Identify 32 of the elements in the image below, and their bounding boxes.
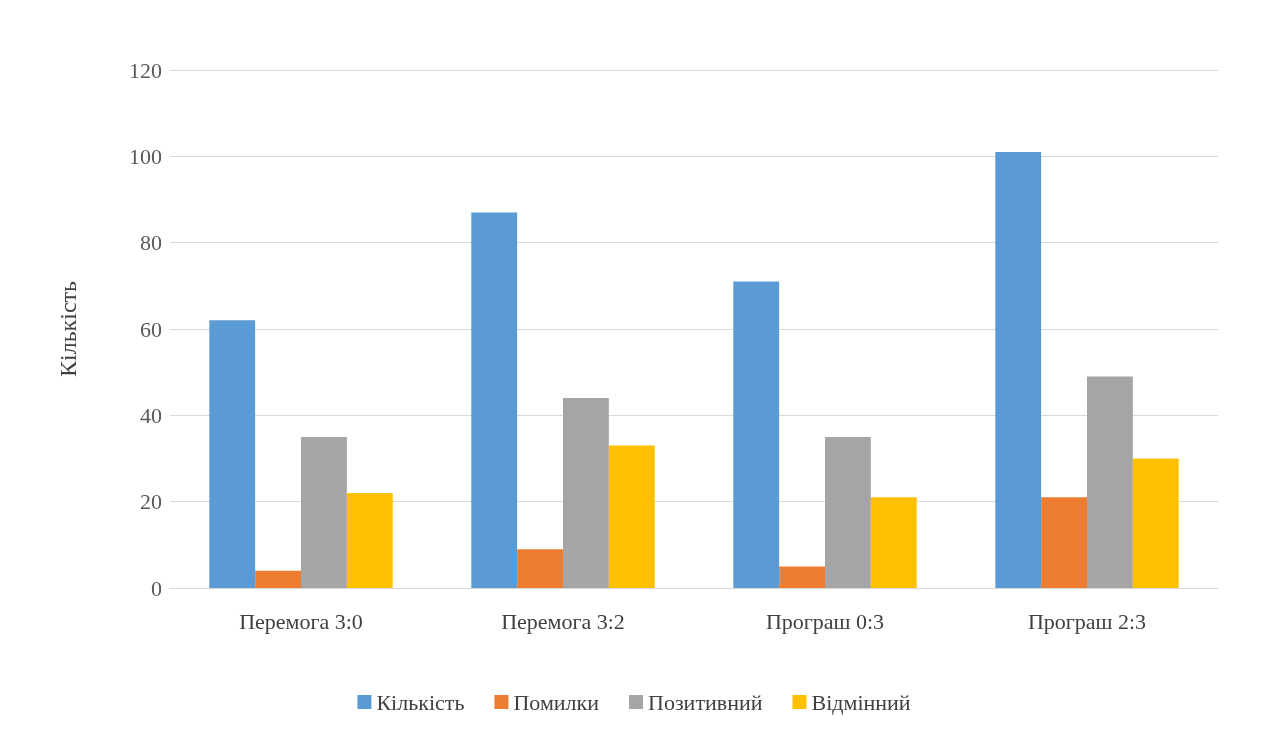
x-tick-label: Перемога 3:0 [239, 608, 363, 634]
bar [870, 497, 917, 588]
legend-label: Кількість [376, 689, 465, 715]
y-tick-label: 40 [140, 402, 162, 428]
bar [563, 398, 609, 588]
bar [255, 570, 301, 588]
y-tick-label: 20 [140, 489, 162, 515]
bar [517, 549, 563, 588]
bar [1087, 376, 1133, 588]
bar [209, 320, 256, 588]
y-tick-label: 80 [140, 230, 162, 256]
bar [608, 445, 655, 588]
legend-label: Помилки [513, 689, 600, 715]
bar [995, 152, 1042, 588]
y-tick-label: 100 [129, 143, 162, 169]
bar [825, 436, 871, 588]
y-tick-label: 120 [129, 57, 162, 83]
x-tick-label: Програш 2:3 [1027, 608, 1147, 634]
bar [779, 566, 825, 588]
legend-label: Відмінний [811, 689, 911, 715]
bar [301, 436, 347, 588]
y-axis-title: Кількість [55, 280, 81, 378]
y-tick-label: 0 [151, 575, 162, 601]
bar [1041, 497, 1087, 588]
bar [346, 493, 393, 588]
x-tick-label: Перемога 3:2 [501, 608, 625, 634]
x-tick-label: Програш 0:3 [765, 608, 885, 634]
bar [471, 212, 518, 588]
legend-label: Позитивний [648, 689, 763, 715]
bar [1132, 458, 1179, 588]
y-tick-label: 60 [140, 316, 162, 342]
bar [733, 281, 780, 588]
